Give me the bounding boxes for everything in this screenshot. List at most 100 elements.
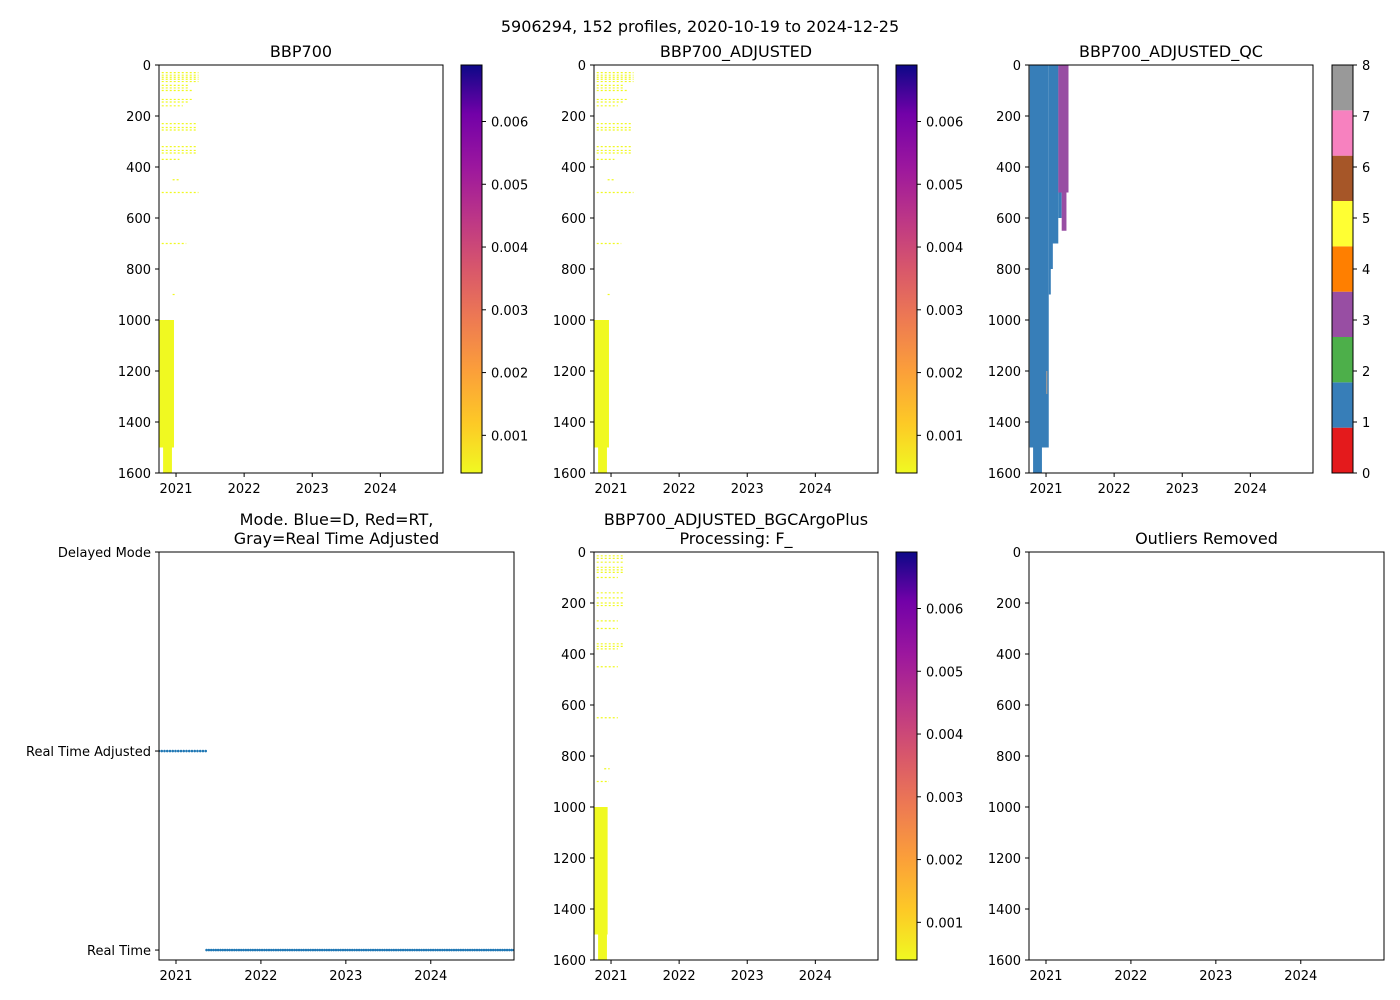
data-point	[385, 948, 389, 952]
colorbar-tick-label: 0.006	[926, 602, 963, 617]
data-point	[185, 749, 188, 753]
data-point	[466, 948, 470, 952]
data-point	[297, 948, 301, 952]
profile-data-block	[163, 447, 172, 473]
y-tick-label: 200	[996, 110, 1021, 125]
data-point	[484, 948, 488, 952]
y-tick-label: 1000	[553, 314, 586, 329]
data-point	[510, 948, 513, 952]
y-tick-label: 800	[126, 263, 151, 278]
profile-data-block	[594, 807, 608, 935]
profile-data-block	[598, 934, 607, 960]
profile-data-block	[159, 320, 174, 448]
axes-frame	[158, 64, 444, 474]
colorbar-tick-label: 3	[1362, 314, 1370, 329]
x-tick-label: 2021	[594, 969, 627, 984]
data-point	[205, 948, 208, 952]
panel-data_mode: Mode. Blue=D, Red=RT,Gray=Real Time Adju…	[26, 510, 515, 984]
y-tick-label: 0	[578, 59, 586, 74]
y-tick-label: 400	[996, 648, 1021, 663]
y-tick-label: 800	[996, 263, 1021, 278]
colorbar-tick-label: 0.003	[491, 304, 528, 319]
colorbar-frame	[895, 64, 918, 474]
data-point	[464, 948, 467, 952]
data-point	[316, 948, 319, 952]
data-point	[182, 749, 186, 753]
data-point	[201, 749, 205, 753]
y-tick-label: 400	[996, 161, 1021, 176]
data-point	[207, 948, 211, 952]
y-tick-label: 1200	[553, 365, 586, 380]
data-point	[383, 948, 386, 952]
data-point	[508, 948, 511, 952]
data-point	[318, 948, 322, 952]
data-point	[286, 948, 289, 952]
data-point	[376, 948, 379, 952]
data-point	[214, 948, 218, 952]
data-point	[471, 948, 474, 952]
colorbar-segment	[1332, 65, 1353, 111]
data-point	[346, 948, 349, 952]
data-point	[279, 948, 282, 952]
x-tick-label: 2021	[159, 482, 192, 497]
data-point	[420, 948, 423, 952]
y-tick-label: 1000	[553, 801, 586, 816]
data-point	[334, 948, 338, 952]
data-point	[355, 948, 359, 952]
data-point	[475, 948, 479, 952]
colorbar-tick-label: 0	[1362, 467, 1370, 482]
x-tick-label: 2022	[228, 482, 261, 497]
data-point	[362, 948, 366, 952]
y-tick-label: 1200	[988, 365, 1021, 380]
data-point	[489, 948, 493, 952]
data-point	[302, 948, 305, 952]
data-point	[343, 948, 347, 952]
y-tick-label: 600	[996, 212, 1021, 227]
data-point	[228, 948, 231, 952]
colorbar-tick-label: 0.002	[926, 854, 963, 869]
colorbar-tick-label: 0.004	[926, 241, 963, 256]
colorbar-tick-label: 5	[1362, 212, 1370, 227]
y-tick-label: 400	[126, 161, 151, 176]
data-point	[171, 749, 175, 753]
data-point	[190, 749, 194, 753]
y-tick-label: 1600	[553, 467, 586, 482]
colorbar-tick-label: 0.001	[926, 916, 963, 931]
colorbar-segment	[1332, 110, 1353, 156]
x-tick-label: 2022	[244, 969, 277, 984]
data-point	[360, 948, 363, 952]
data-point	[422, 948, 426, 952]
data-point	[473, 948, 477, 952]
data-point	[478, 948, 481, 952]
data-point	[480, 948, 483, 952]
plot-area-bbp700_adjusted	[594, 72, 634, 473]
x-tick-label: 2024	[799, 969, 832, 984]
colorbar-tick-label: 0.004	[491, 241, 528, 256]
colorbar-tick-label: 4	[1362, 263, 1370, 278]
colorbar-gradient	[896, 552, 917, 960]
data-point	[265, 948, 268, 952]
x-tick-label: 2022	[663, 482, 696, 497]
y-tick-label: 200	[561, 597, 586, 612]
data-point	[394, 948, 398, 952]
data-point	[274, 948, 278, 952]
data-point	[459, 948, 463, 952]
y-tick-label: 1400	[553, 416, 586, 431]
y-tick-label: 200	[996, 597, 1021, 612]
colorbar-segment	[1332, 246, 1353, 292]
x-tick-label: 2023	[731, 482, 764, 497]
data-point	[320, 948, 324, 952]
y-tick-label: 1000	[118, 314, 151, 329]
data-point	[290, 948, 294, 952]
data-point	[327, 948, 331, 952]
panel-title-line: Mode. Blue=D, Red=RT,	[240, 510, 434, 529]
data-point	[348, 948, 352, 952]
data-point	[193, 749, 197, 753]
data-point	[325, 948, 329, 952]
colorbar-tick-label: 0.006	[491, 115, 528, 130]
data-point	[249, 948, 252, 952]
data-point	[452, 948, 456, 952]
data-point	[364, 948, 368, 952]
data-point	[226, 948, 229, 952]
